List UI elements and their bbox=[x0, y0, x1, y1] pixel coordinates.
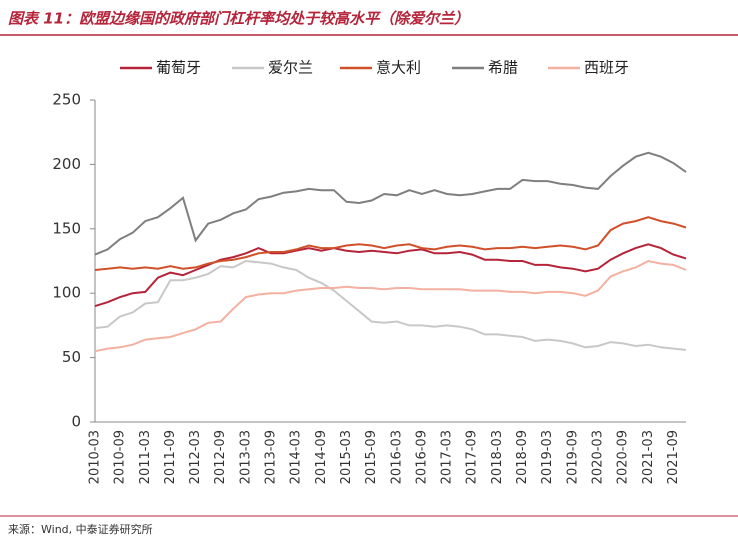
series-line bbox=[94, 151, 687, 256]
x-tick-label: 2017-03 bbox=[440, 430, 455, 484]
x-tick-label: 2013-09 bbox=[264, 430, 279, 484]
x-tick-label: 2011-03 bbox=[138, 430, 153, 484]
x-tick-label: 2019-09 bbox=[565, 430, 580, 484]
legend-label: 意大利 bbox=[376, 59, 421, 77]
legend-label: 希腊 bbox=[488, 59, 518, 77]
x-tick-label: 2015-09 bbox=[364, 430, 379, 484]
x-tick-label: 2019-03 bbox=[540, 430, 555, 484]
x-tick-label: 2011-09 bbox=[163, 430, 178, 484]
legend-label: 葡萄牙 bbox=[156, 59, 201, 77]
y-tick-label: 200 bbox=[52, 155, 81, 173]
series-line bbox=[94, 243, 687, 308]
x-tick-label: 2018-09 bbox=[515, 430, 530, 484]
y-tick-label: 50 bbox=[62, 348, 81, 366]
x-tick-label: 2013-03 bbox=[238, 430, 253, 484]
x-tick-label: 2021-09 bbox=[666, 430, 681, 484]
x-tick-label: 2010-09 bbox=[113, 430, 128, 484]
y-tick-label: 100 bbox=[52, 284, 81, 302]
x-tick-label: 2014-09 bbox=[314, 430, 329, 484]
x-tick-label: 2012-09 bbox=[213, 430, 228, 484]
legend-label: 西班牙 bbox=[584, 59, 629, 77]
x-tick-label: 2012-03 bbox=[188, 430, 203, 484]
x-tick-label: 2010-03 bbox=[88, 430, 103, 484]
x-tick-label: 2018-03 bbox=[490, 430, 505, 484]
x-tick-label: 2016-03 bbox=[389, 430, 404, 484]
x-tick-label: 2020-03 bbox=[590, 430, 605, 484]
x-tick-label: 2014-03 bbox=[289, 430, 304, 484]
source: 来源：Wind, 中泰证券研究所 bbox=[8, 522, 153, 536]
y-tick-label: 250 bbox=[52, 91, 81, 109]
y-tick-label: 150 bbox=[52, 219, 81, 237]
x-tick-label: 2017-09 bbox=[465, 430, 480, 484]
series-line bbox=[94, 216, 687, 271]
series-line bbox=[94, 259, 687, 351]
x-tick-label: 2021-03 bbox=[641, 430, 656, 484]
x-tick-label: 2016-09 bbox=[414, 430, 429, 484]
chart-title: 图表 11：欧盟边缘国的政府部门杠杆率均处于较高水平（除爱尔兰） bbox=[8, 10, 469, 28]
x-tick-label: 2020-09 bbox=[616, 430, 631, 484]
y-tick-label: 0 bbox=[71, 413, 81, 431]
series-line bbox=[94, 259, 687, 353]
legend-label: 爱尔兰 bbox=[268, 59, 313, 77]
x-tick-label: 2015-03 bbox=[339, 430, 354, 484]
